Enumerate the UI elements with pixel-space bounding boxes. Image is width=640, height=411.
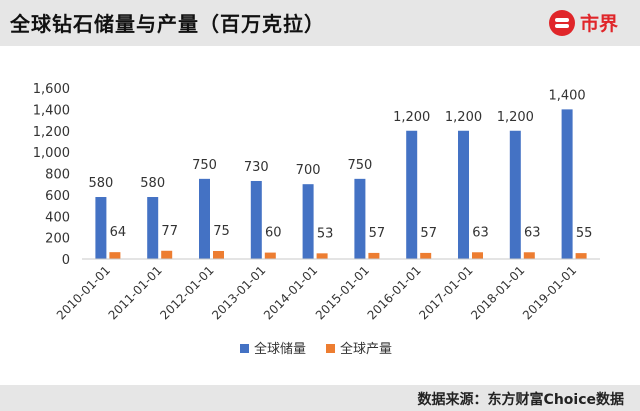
header-bar: 全球钻石储量与产量（百万克拉） 市界 (0, 0, 640, 46)
data-label-production: 75 (213, 224, 230, 239)
data-label-reserve: 580 (140, 176, 165, 191)
x-tick-label: 2013-01-01 (209, 263, 268, 322)
legend-swatch (240, 344, 249, 353)
page-title: 全球钻石储量与产量（百万克拉） (10, 12, 325, 36)
footer-bar: 数据来源：东方财富Choice数据 (0, 385, 640, 411)
bar-reserve (199, 178, 210, 259)
data-label-reserve: 730 (244, 160, 269, 175)
x-tick-label: 2018-01-01 (468, 263, 527, 322)
legend-label: 全球储量 (254, 341, 306, 357)
data-label-production: 57 (420, 226, 437, 241)
x-tick-label: 2010-01-01 (54, 263, 113, 322)
data-source: 数据来源：东方财富Choice数据 (417, 392, 624, 408)
bar-production (368, 252, 380, 259)
y-tick-label: 1,200 (33, 125, 70, 140)
bar-reserve (458, 130, 469, 259)
logo-text: 市界 (579, 13, 618, 35)
data-label-production: 55 (576, 226, 593, 241)
bar-production (264, 252, 276, 259)
bar-production (523, 252, 535, 259)
data-label-reserve: 750 (192, 158, 217, 173)
bar-production (161, 250, 173, 259)
y-tick-label: 0 (62, 253, 70, 268)
legend: 全球储量 全球产量 (240, 341, 392, 357)
bar-production (420, 252, 432, 259)
y-tick-label: 600 (45, 189, 70, 204)
bar-reserve (95, 197, 107, 259)
x-axis: 2010-01-012011-01-012012-01-012013-01-01… (54, 258, 600, 322)
x-tick-label: 2016-01-01 (365, 263, 424, 322)
y-tick-label: 800 (45, 168, 70, 183)
brand-logo: 市界 (548, 9, 618, 36)
data-label-production: 57 (369, 226, 386, 241)
data-label-reserve: 1,400 (548, 88, 585, 103)
bar-reserve (561, 109, 573, 259)
bar-reserve (302, 184, 314, 259)
logo-icon (548, 9, 575, 36)
data-label-reserve: 700 (296, 163, 321, 178)
x-tick-label: 2011-01-01 (106, 263, 165, 322)
data-label-reserve: 1,200 (497, 110, 534, 125)
bar-production (213, 250, 224, 259)
data-label-reserve: 1,200 (393, 110, 430, 125)
y-tick-label: 400 (45, 210, 70, 225)
data-label-reserve: 1,200 (445, 110, 482, 125)
data-label-production: 77 (161, 224, 178, 239)
data-label-production: 53 (317, 226, 334, 241)
x-tick-label: 2019-01-01 (520, 263, 579, 322)
bar-production (472, 252, 483, 259)
data-label-production: 64 (110, 225, 127, 240)
bar-reserve (406, 130, 418, 259)
x-tick-label: 2014-01-01 (261, 263, 320, 322)
y-tick-label: 1,400 (33, 103, 70, 118)
data-label-production: 60 (265, 226, 282, 241)
y-tick-label: 1,600 (33, 82, 70, 97)
bar-production (575, 253, 587, 259)
legend-swatch (326, 344, 335, 353)
bar-reserve (250, 180, 262, 259)
y-tick-label: 1,000 (33, 146, 70, 161)
data-label-production: 63 (524, 225, 541, 240)
data-label-production: 63 (472, 225, 489, 240)
y-tick-label: 200 (45, 232, 70, 247)
data-labels: 580 64 580 77 750 75 730 60 700 53 750 57 1,200 57 1,2… (88, 88, 592, 241)
bars (95, 109, 587, 259)
bar-production (316, 253, 328, 259)
bar-production (109, 252, 121, 259)
bar-reserve (147, 197, 159, 259)
y-axis: 0 200 400 600 800 1,000 1,200 1,400 1,600 (33, 82, 70, 268)
x-tick-label: 2015-01-01 (313, 263, 372, 322)
data-label-reserve: 580 (88, 176, 113, 191)
data-label-reserve: 750 (347, 158, 372, 173)
x-tick-label: 2017-01-01 (416, 263, 475, 322)
bar-reserve (354, 178, 366, 259)
bar-reserve (509, 130, 521, 259)
x-tick-label: 2012-01-01 (157, 263, 216, 322)
legend-label: 全球产量 (340, 341, 392, 357)
